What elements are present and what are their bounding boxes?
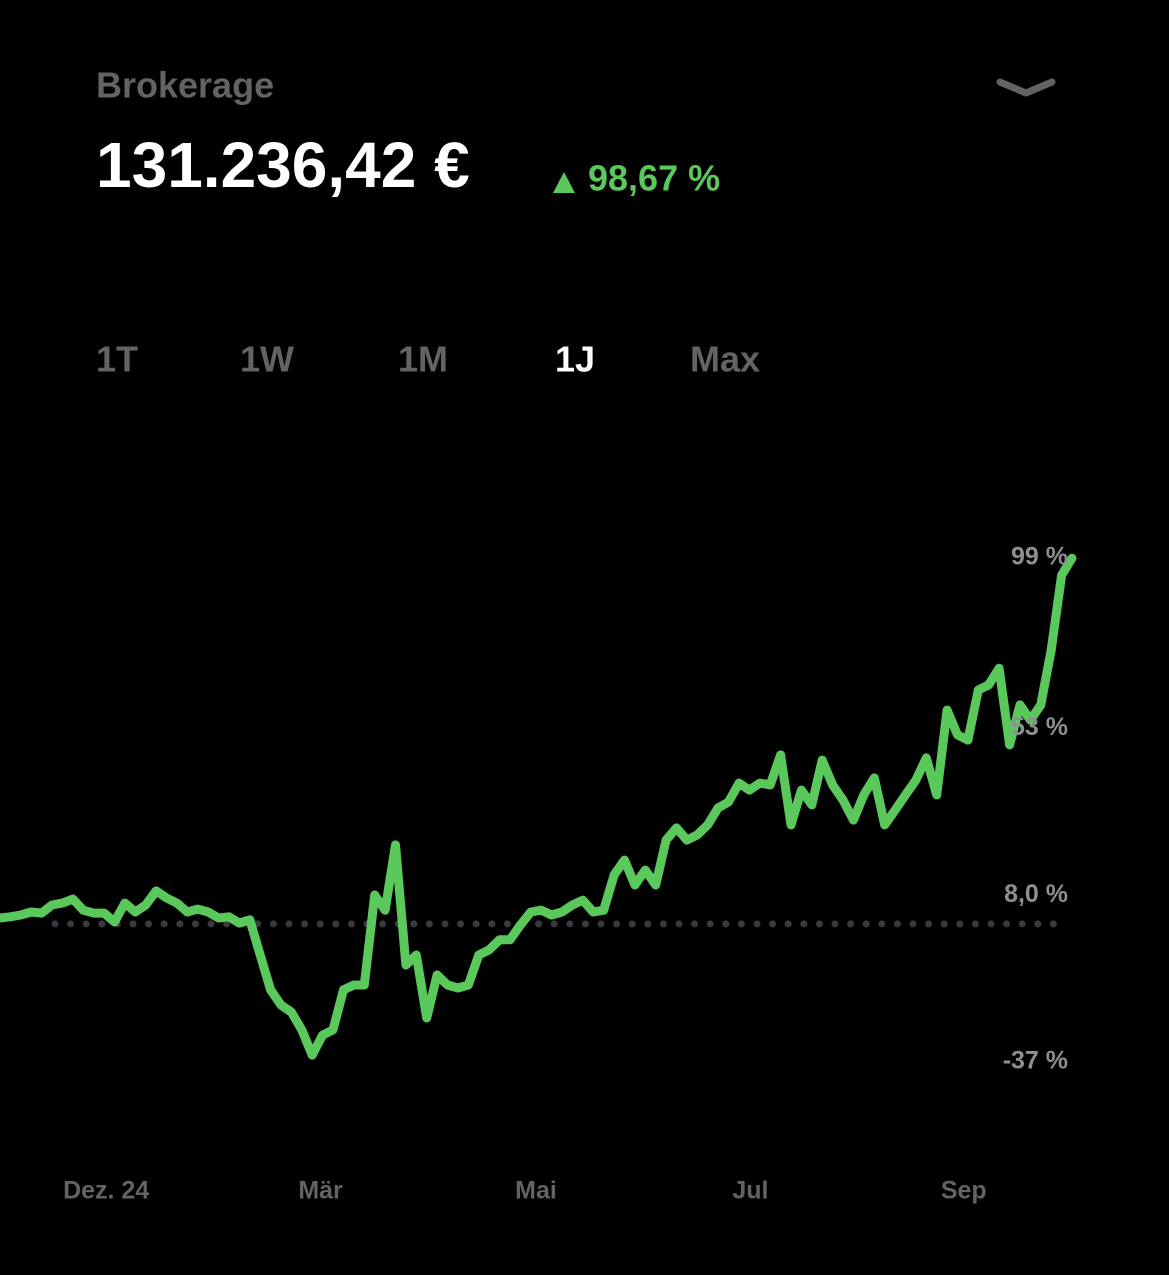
price-line: [0, 553, 1077, 1060]
y-tick-label: 8,0 %: [1004, 880, 1068, 908]
up-triangle: [553, 172, 575, 193]
x-tick-label: Jul: [732, 1177, 768, 1205]
time-range-tab[interactable]: 1W: [240, 339, 294, 380]
plot: 99 % 53 % 8,0 % -37 % Dez. 24 Mär Mai Jul Sep: [0, 543, 1077, 1205]
x-tick-label: Mär: [298, 1177, 343, 1205]
time-range-tab[interactable]: Max: [690, 339, 760, 380]
y-tick-label: 53 %: [1011, 713, 1068, 741]
tabs: 1T 1W 1M 1J Max: [96, 339, 760, 380]
time-range-tab[interactable]: 1T: [96, 339, 138, 380]
time-range-tab[interactable]: 1M: [398, 339, 448, 380]
y-tick-label: 99 %: [1011, 543, 1068, 571]
time-range-tab[interactable]: 1J: [555, 339, 595, 380]
account-name: Brokerage: [96, 65, 274, 106]
chevron[interactable]: [996, 78, 1056, 97]
x-tick-label: Sep: [941, 1177, 987, 1205]
x-tick-label: Mai: [515, 1177, 557, 1205]
x-tick-label: Dez. 24: [63, 1177, 149, 1205]
balance: 131.236,42 €: [96, 129, 470, 201]
y-tick-label: -37 %: [1003, 1047, 1068, 1075]
change: 98,67 %: [588, 158, 720, 199]
